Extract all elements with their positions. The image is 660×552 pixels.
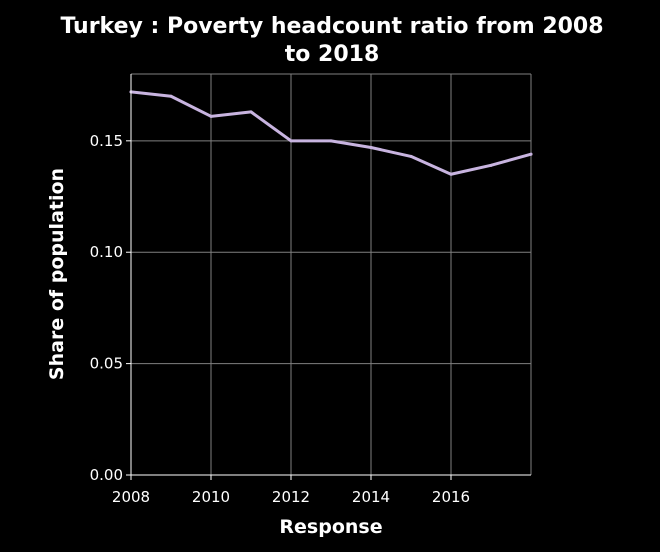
y-tick-label: 0.05	[90, 355, 123, 373]
y-tick-label: 0.00	[90, 466, 123, 484]
data-point	[209, 114, 213, 118]
data-point	[489, 163, 493, 167]
x-tick-label: 2008	[112, 488, 150, 506]
data-point	[249, 110, 253, 114]
data-point	[329, 139, 333, 143]
y-tick-label: 0.10	[90, 243, 123, 261]
y-axis-ticks: 0.00 0.05 0.10 0.15	[90, 132, 131, 484]
x-axis-label: Response	[279, 516, 382, 538]
x-axis-ticks: 2008 2010 2012 2014 2016	[112, 475, 470, 506]
data-point	[289, 139, 293, 143]
x-tick-label: 2010	[192, 488, 230, 506]
chart-title-line-1: Turkey : Poverty headcount ratio from 20…	[60, 14, 603, 39]
data-point	[369, 146, 373, 150]
chart-title-line-2: to 2018	[285, 42, 380, 67]
series-group	[129, 90, 533, 176]
x-tick-label: 2014	[352, 488, 390, 506]
data-point	[449, 172, 453, 176]
data-point	[409, 154, 413, 158]
data-point	[529, 152, 533, 156]
x-tick-label: 2012	[272, 488, 310, 506]
y-tick-label: 0.15	[90, 132, 123, 150]
x-tick-label: 2016	[432, 488, 470, 506]
data-point	[169, 94, 173, 98]
plot-area	[131, 74, 531, 475]
y-axis-label: Share of population	[46, 168, 68, 380]
